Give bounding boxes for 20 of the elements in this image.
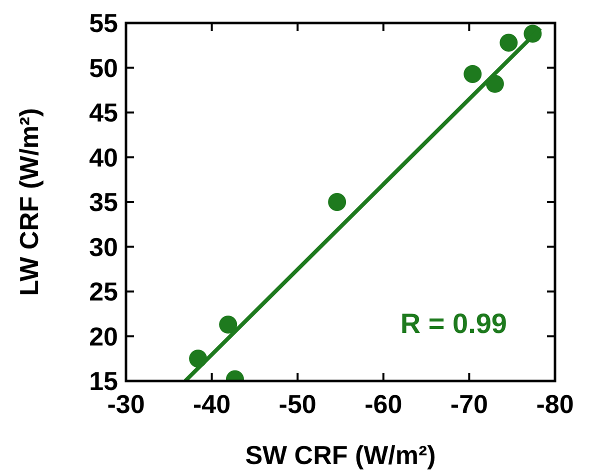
point [464, 65, 482, 84]
point [500, 34, 518, 52]
y-tick-label: 20 [89, 321, 118, 352]
annotation: R = 0.99 [400, 308, 507, 339]
x-axis-title: SW CRF (W/m²) [245, 440, 436, 470]
y-axis-title: LW CRF (W/m²) [14, 108, 44, 296]
y-tick-label: 50 [89, 52, 118, 83]
x-tick-label: -70 [450, 389, 488, 419]
y-tick-label: 55 [89, 8, 118, 38]
point [328, 193, 346, 211]
y-tick-label: 25 [89, 276, 118, 306]
y-tick-label: 30 [89, 232, 118, 262]
x-tick-label: -60 [364, 389, 402, 419]
y-tick-label: 45 [89, 98, 118, 128]
x-tick-label: -80 [536, 389, 574, 419]
x-tick-label: -50 [278, 389, 316, 419]
y-tick-label: 35 [89, 187, 118, 217]
x-tick-label: -40 [193, 389, 231, 419]
y-tick-label: 40 [89, 142, 118, 172]
point [219, 316, 238, 334]
